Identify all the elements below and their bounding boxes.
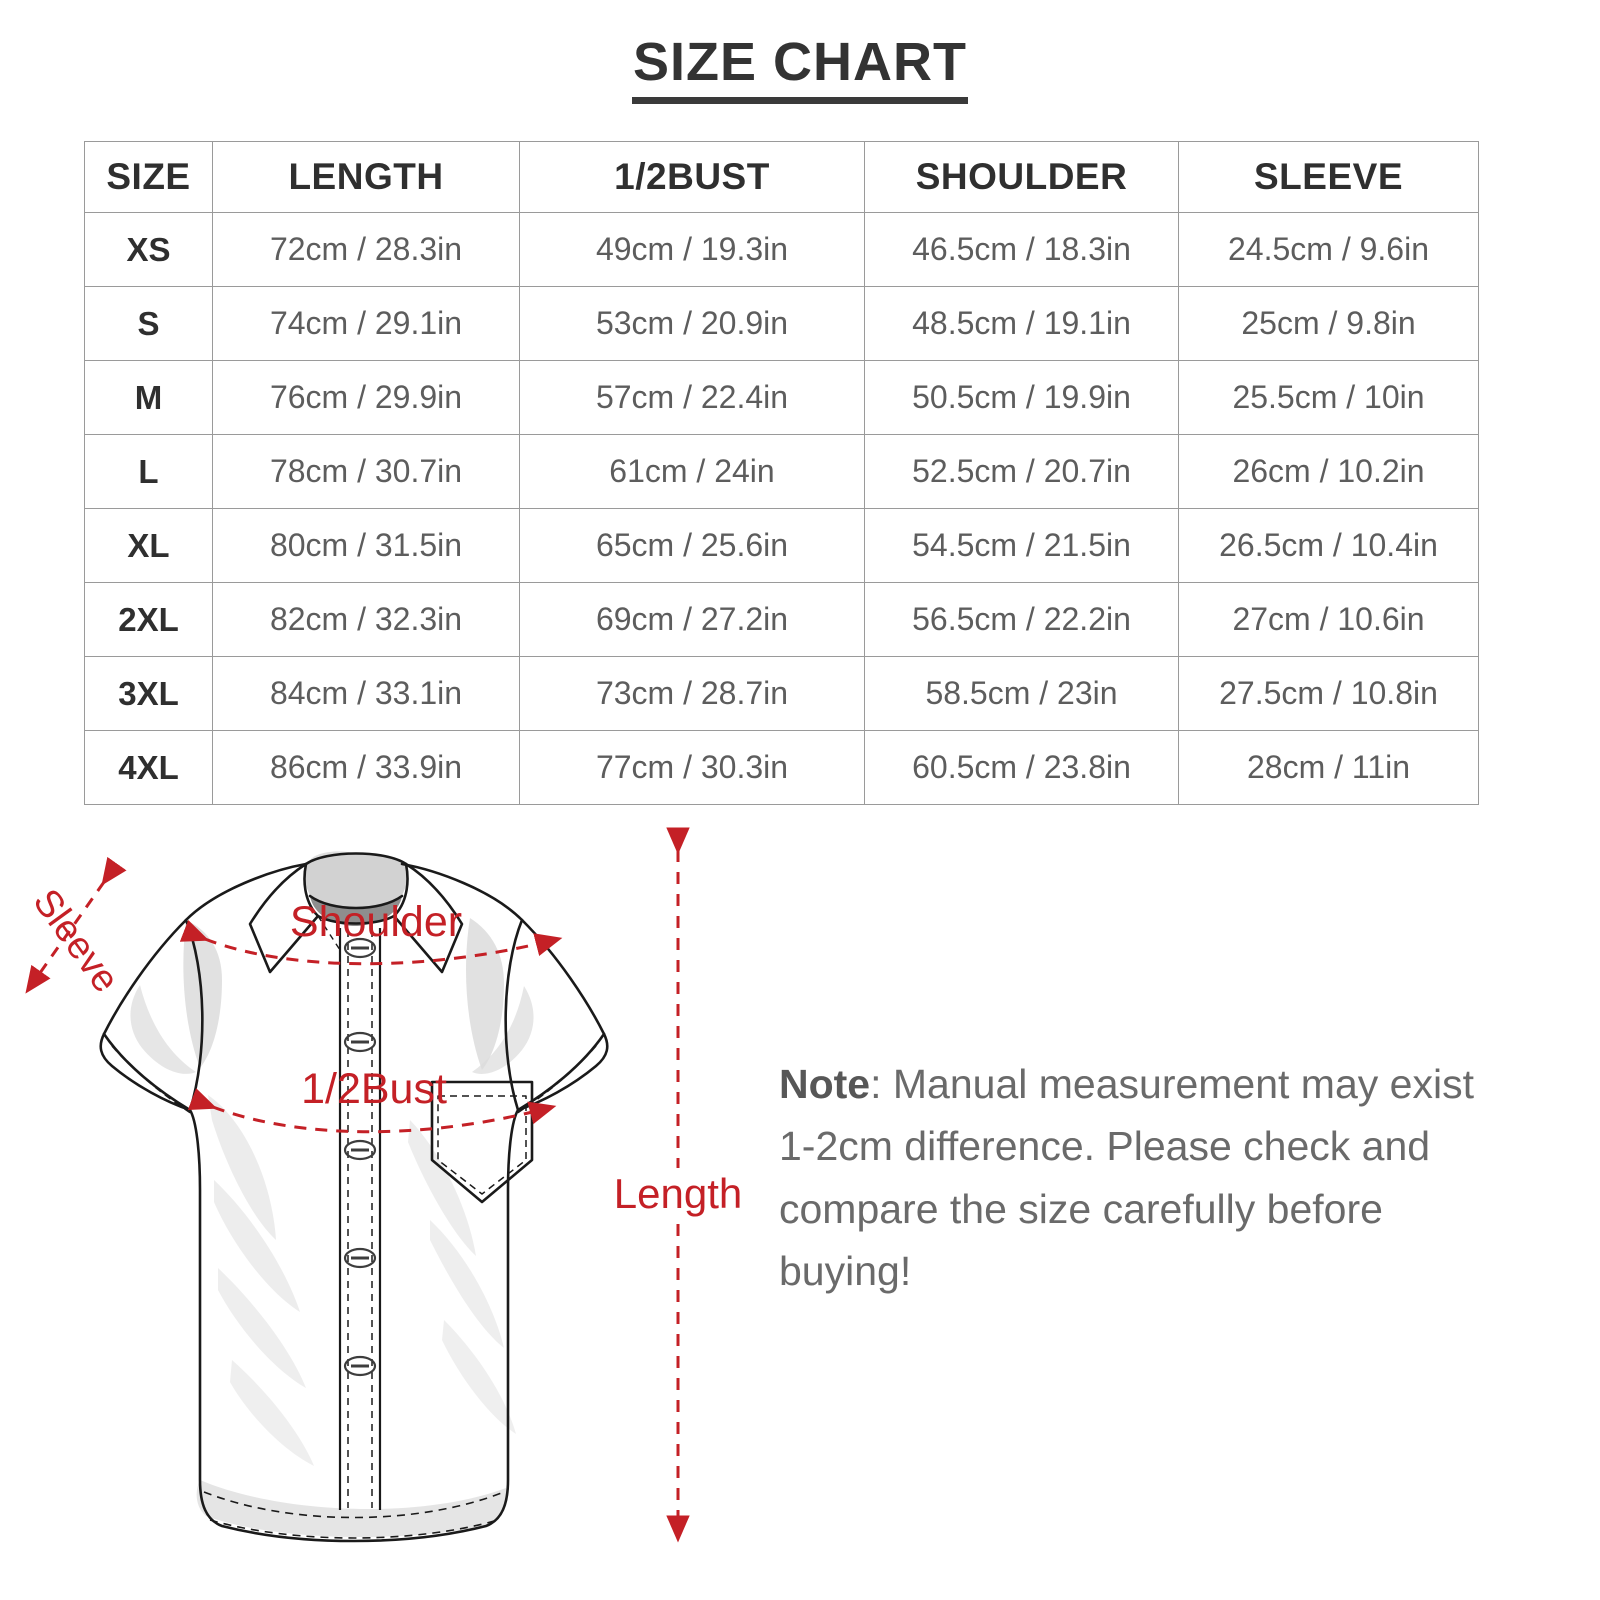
cell-sleeve: 25cm / 9.8in: [1178, 286, 1479, 361]
cell-size: 2XL: [84, 582, 213, 657]
cell-length: 82cm / 32.3in: [212, 582, 520, 657]
bust-measure-arrow: [187, 1088, 557, 1134]
cell-size: 4XL: [84, 730, 213, 805]
cell-length: 80cm / 31.5in: [212, 508, 520, 583]
cell-bust: 61cm / 24in: [519, 434, 865, 509]
cell-size: XL: [84, 508, 213, 583]
collar-inner-shading: [304, 853, 408, 914]
shoulder-label: Shoulder: [290, 898, 462, 946]
cell-length: 86cm / 33.9in: [212, 730, 520, 805]
cell-sleeve: 26.5cm / 10.4in: [1178, 508, 1479, 583]
cell-sleeve: 27.5cm / 10.8in: [1178, 656, 1479, 731]
column-header-shoulder: SHOULDER: [864, 141, 1179, 213]
cell-bust: 73cm / 28.7in: [519, 656, 865, 731]
note-label: Note: [779, 1061, 871, 1107]
table-row: 4XL 86cm / 33.9in 77cm / 30.3in 60.5cm /…: [84, 730, 1479, 805]
measurement-diagram: Sleeve Shoulder 1/2Bust Length: [0, 820, 780, 1600]
table-row: M 76cm / 29.9in 57cm / 22.4in 50.5cm / 1…: [84, 360, 1479, 435]
hem-stitch: [203, 1491, 505, 1519]
table-header-row: SIZE LENGTH 1/2BUST SHOULDER SLEEVE: [84, 141, 1479, 213]
sleeve-label-text: Sleeve: [25, 882, 127, 1001]
cell-shoulder: 48.5cm / 19.1in: [864, 286, 1179, 361]
table-row: 2XL 82cm / 32.3in 69cm / 27.2in 56.5cm /…: [84, 582, 1479, 657]
column-header-length: LENGTH: [212, 141, 520, 213]
cell-sleeve: 25.5cm / 10in: [1178, 360, 1479, 435]
cell-size: M: [84, 360, 213, 435]
cell-shoulder: 54.5cm / 21.5in: [864, 508, 1179, 583]
sleeve-label: Sleeve: [25, 882, 127, 1001]
column-header-size: SIZE: [84, 141, 213, 213]
cell-size: 3XL: [84, 656, 213, 731]
cell-shoulder: 58.5cm / 23in: [864, 656, 1179, 731]
cell-sleeve: 24.5cm / 9.6in: [1178, 212, 1479, 287]
cell-bust: 49cm / 19.3in: [519, 212, 865, 287]
size-chart-table: SIZE LENGTH 1/2BUST SHOULDER SLEEVE XS 7…: [84, 141, 1479, 805]
cell-shoulder: 50.5cm / 19.9in: [864, 360, 1179, 435]
cell-size: L: [84, 434, 213, 509]
title-underline: [632, 96, 968, 104]
cell-sleeve: 27cm / 10.6in: [1178, 582, 1479, 657]
cell-bust: 77cm / 30.3in: [519, 730, 865, 805]
right-cuff-stitch: [515, 1045, 597, 1115]
length-label: Length: [614, 1170, 742, 1217]
page-title: SIZE CHART: [633, 32, 967, 92]
cell-sleeve: 26cm / 10.2in: [1178, 434, 1479, 509]
length-label-backing: [616, 1168, 740, 1220]
cell-length: 78cm / 30.7in: [212, 434, 520, 509]
cell-shoulder: 60.5cm / 23.8in: [864, 730, 1179, 805]
table-row: 3XL 84cm / 33.1in 73cm / 28.7in 58.5cm /…: [84, 656, 1479, 731]
cell-length: 74cm / 29.1in: [212, 286, 520, 361]
button-placket: [317, 915, 382, 1510]
cell-size: S: [84, 286, 213, 361]
cell-sleeve: 28cm / 11in: [1178, 730, 1479, 805]
note-block: Note: Manual measurement may exist 1-2cm…: [779, 1053, 1479, 1302]
neckband-shading: [310, 896, 402, 926]
cell-bust: 57cm / 22.4in: [519, 360, 865, 435]
cell-bust: 65cm / 25.6in: [519, 508, 865, 583]
table-row: S 74cm / 29.1in 53cm / 20.9in 48.5cm / 1…: [84, 286, 1479, 361]
cell-length: 72cm / 28.3in: [212, 212, 520, 287]
note-body: : Manual measurement may exist 1-2cm dif…: [779, 1061, 1474, 1294]
cell-length: 84cm / 33.1in: [212, 656, 520, 731]
cell-bust: 69cm / 27.2in: [519, 582, 865, 657]
column-header-sleeve: SLEEVE: [1178, 141, 1479, 213]
table-row: L 78cm / 30.7in 61cm / 24in 52.5cm / 20.…: [84, 434, 1479, 509]
left-cuff-stitch: [111, 1045, 193, 1115]
cell-bust: 53cm / 20.9in: [519, 286, 865, 361]
cell-size: XS: [84, 212, 213, 287]
cell-shoulder: 52.5cm / 20.7in: [864, 434, 1179, 509]
title-block: SIZE CHART: [0, 34, 1600, 104]
buttons: [343, 937, 377, 1377]
cell-shoulder: 46.5cm / 18.3in: [864, 212, 1179, 287]
cell-shoulder: 56.5cm / 22.2in: [864, 582, 1179, 657]
bust-label: 1/2Bust: [301, 1065, 447, 1113]
cell-length: 76cm / 29.9in: [212, 360, 520, 435]
table-row: XS 72cm / 28.3in 49cm / 19.3in 46.5cm / …: [84, 212, 1479, 287]
shoulder-measure-arrow: [179, 919, 563, 966]
column-header-bust: 1/2BUST: [519, 141, 865, 213]
garment-outline: [99, 862, 609, 1543]
sleeve-measure-arrow: [25, 856, 127, 994]
hem-stitch-lower: [209, 1519, 499, 1539]
table-row: XL 80cm / 31.5in 65cm / 25.6in 54.5cm / …: [84, 508, 1479, 583]
